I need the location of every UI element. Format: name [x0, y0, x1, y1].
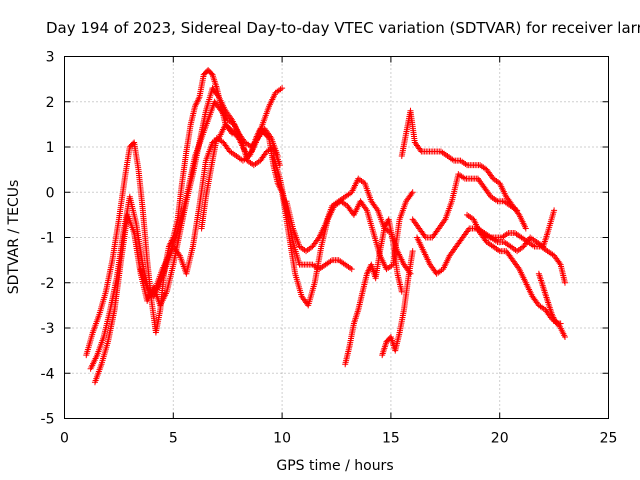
series-track-1: [83, 67, 286, 359]
series-track-4: [137, 121, 236, 300]
data-point: [514, 207, 521, 214]
y-tick-label: 3: [46, 50, 55, 66]
data-point: [557, 320, 564, 327]
data-point: [561, 279, 568, 286]
x-tick-label: 25: [600, 431, 618, 447]
data-point: [551, 207, 558, 214]
data-point: [348, 266, 355, 273]
y-tick-label: 2: [46, 95, 55, 111]
series-track-16: [535, 270, 564, 327]
x-tick-label: 15: [382, 431, 400, 447]
y-tick-label: -3: [41, 321, 55, 337]
data-point: [561, 334, 568, 341]
series-track-5: [198, 85, 286, 232]
y-tick-label: -2: [41, 276, 55, 292]
series-track-10: [379, 248, 416, 359]
x-tick-label: 20: [491, 431, 509, 447]
x-axis-label: GPS time / hours: [276, 458, 393, 474]
y-tick-label: 1: [46, 140, 55, 156]
y-tick-label: -1: [41, 231, 55, 247]
series-track-11: [398, 107, 529, 232]
x-tick-label: 0: [60, 431, 69, 447]
data-points: [83, 67, 568, 386]
series-track-7: [279, 189, 416, 309]
series-track-12: [409, 171, 521, 241]
series-track-6: [270, 153, 355, 273]
series-track-15: [474, 207, 558, 255]
data-point: [279, 85, 286, 92]
x-tick-label: 5: [169, 431, 178, 447]
y-tick-label: -4: [41, 366, 55, 382]
x-tick-label: 10: [273, 431, 291, 447]
y-axis-label: SDTVAR / TECUs: [6, 180, 22, 295]
grid-layer: [64, 56, 609, 419]
data-point: [409, 189, 416, 196]
series-track-9: [342, 216, 405, 368]
data-point: [409, 248, 416, 255]
y-tick-label: -5: [41, 412, 55, 428]
data-point: [229, 130, 236, 137]
data-point: [522, 225, 529, 232]
chart-title: Day 194 of 2023, Sidereal Day-to-day VTE…: [46, 19, 640, 37]
y-tick-label: 0: [46, 185, 55, 201]
axis-ticks: 0 5 10 15 20 25 -5 -4 -3 -2 -1 0 1 2 3: [41, 50, 618, 447]
series-track-8: [283, 175, 414, 277]
